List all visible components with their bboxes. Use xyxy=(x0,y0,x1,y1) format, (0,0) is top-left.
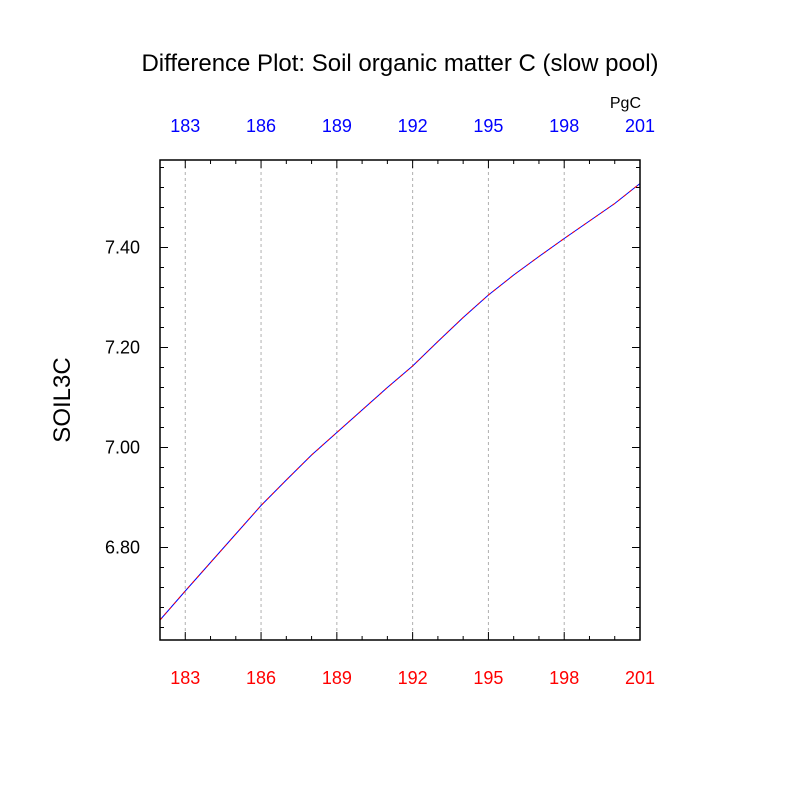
y-axis-label: SOIL3C xyxy=(49,357,76,442)
plot-frame xyxy=(159,159,641,641)
chart-title: Difference Plot: Soil organic matter C (… xyxy=(141,50,658,77)
x-tick-label-top: 192 xyxy=(398,116,428,136)
x-tick-label-bottom: 192 xyxy=(398,668,428,688)
series-group xyxy=(159,183,641,621)
axis-ticks xyxy=(159,160,641,640)
x-tick-label-bottom: 189 xyxy=(322,668,352,688)
x-tick-label-top: 198 xyxy=(549,116,579,136)
x-tick-label-bottom: 195 xyxy=(473,668,503,688)
series-line xyxy=(159,183,641,621)
x-tick-label-bottom: 198 xyxy=(549,668,579,688)
x-tick-label-bottom: 201 xyxy=(625,668,655,688)
y-tick-label: 7.00 xyxy=(105,438,140,458)
gridlines xyxy=(184,160,641,640)
x-tick-label-top: 201 xyxy=(625,116,655,136)
x-tick-label-top: 189 xyxy=(322,116,352,136)
y-tick-label: 6.80 xyxy=(105,538,140,558)
x-tick-label-top: 183 xyxy=(170,116,200,136)
x-tick-label-bottom: 186 xyxy=(246,668,276,688)
x-tick-label-top: 186 xyxy=(246,116,276,136)
units-label: PgC xyxy=(610,95,641,112)
x-tick-label-bottom: 183 xyxy=(170,668,200,688)
series-line-dashed xyxy=(159,183,641,621)
tick-labels: 183 183 186 186 189 189 192 192 195 195 198 198 201 2… xyxy=(105,116,655,688)
x-tick-label-top: 195 xyxy=(473,116,503,136)
y-tick-label: 7.20 xyxy=(105,338,140,358)
y-tick-label: 7.40 xyxy=(105,238,140,258)
